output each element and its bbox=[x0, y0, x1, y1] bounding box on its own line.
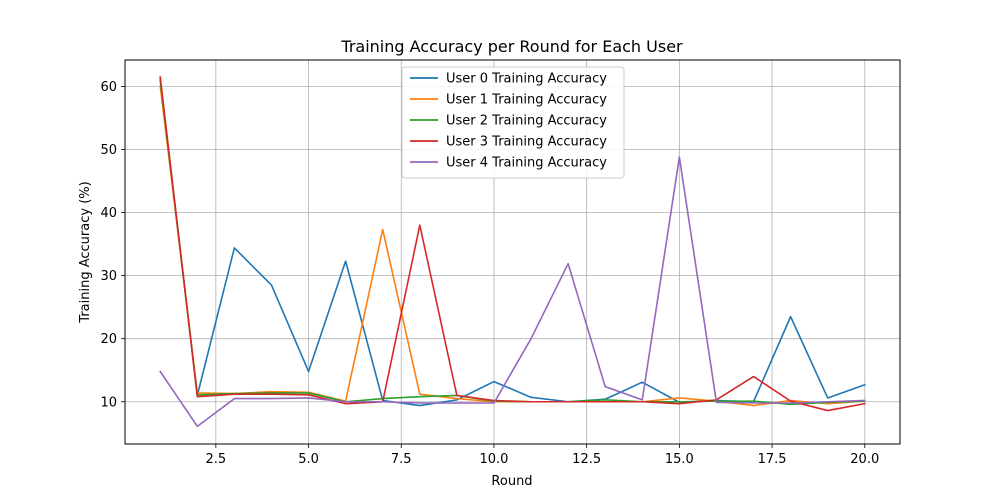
y-tick-label: 10 bbox=[100, 395, 117, 410]
legend-item-user-4: User 4 Training Accuracy bbox=[410, 156, 607, 171]
y-axis-label: Training Accuracy (%) bbox=[78, 181, 93, 323]
y-tick-label: 40 bbox=[100, 206, 117, 221]
x-tick-label: 2.5 bbox=[206, 452, 227, 467]
x-tick-label: 20.0 bbox=[850, 452, 879, 467]
y-tick-label: 20 bbox=[100, 332, 117, 347]
x-tick-label: 5.0 bbox=[298, 452, 319, 467]
x-tick-label: 15.0 bbox=[665, 452, 694, 467]
legend-box bbox=[401, 66, 625, 179]
x-tick-label: 7.5 bbox=[391, 452, 412, 467]
x-axis-label: Round bbox=[491, 474, 532, 489]
series-line-user-3 bbox=[159, 76, 866, 412]
y-tick-label: 60 bbox=[100, 80, 117, 95]
series-line-user-4 bbox=[159, 156, 866, 428]
legend-label: User 2 Training Accuracy bbox=[446, 114, 607, 129]
plot-frame bbox=[124, 59, 901, 445]
legend-label: User 1 Training Accuracy bbox=[446, 93, 607, 108]
y-tick-label: 30 bbox=[100, 269, 117, 284]
x-tick-label: 10.0 bbox=[479, 452, 508, 467]
series-layer bbox=[159, 76, 866, 428]
x-tick-label: 12.5 bbox=[572, 452, 601, 467]
legend: User 0 Training Accuracy User 1 Training … bbox=[401, 66, 625, 179]
x-axis-ticks: 2.5 5.0 7.5 10.0 12.5 15.0 17.5 20.0 bbox=[206, 444, 879, 467]
legend-label: User 3 Training Accuracy bbox=[446, 135, 607, 150]
y-tick-label: 50 bbox=[100, 143, 117, 158]
legend-item-user-0: User 0 Training Accuracy bbox=[410, 72, 607, 87]
legend-item-user-3: User 3 Training Accuracy bbox=[410, 135, 607, 150]
legend-label: User 4 Training Accuracy bbox=[446, 156, 607, 171]
x-tick-label: 17.5 bbox=[758, 452, 787, 467]
legend-label: User 0 Training Accuracy bbox=[446, 72, 607, 87]
legend-item-user-1: User 1 Training Accuracy bbox=[410, 93, 607, 108]
legend-item-user-2: User 2 Training Accuracy bbox=[410, 114, 607, 129]
y-axis-ticks: 10 20 30 40 50 60 bbox=[100, 80, 125, 410]
chart-title: Training Accuracy per Round for Each Use… bbox=[340, 37, 683, 56]
